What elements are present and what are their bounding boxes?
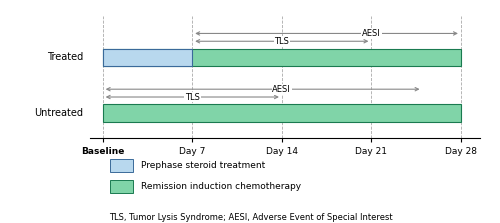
Bar: [103, 49, 192, 66]
Text: Untreated: Untreated: [34, 108, 84, 118]
FancyBboxPatch shape: [110, 180, 133, 193]
Text: AESI: AESI: [272, 85, 291, 94]
Bar: [103, 49, 461, 66]
Text: TLS: TLS: [274, 37, 289, 46]
Text: Treated: Treated: [48, 52, 84, 62]
Text: TLS, Tumor Lysis Syndrome; AESI, Adverse Event of Special Interest: TLS, Tumor Lysis Syndrome; AESI, Adverse…: [110, 213, 393, 222]
FancyBboxPatch shape: [110, 159, 133, 172]
Bar: [103, 104, 461, 122]
Text: AESI: AESI: [362, 29, 380, 38]
Text: TLS: TLS: [185, 93, 200, 101]
Text: Remission induction chemotherapy: Remission induction chemotherapy: [140, 182, 301, 191]
Text: Prephase steroid treatment: Prephase steroid treatment: [140, 161, 265, 170]
